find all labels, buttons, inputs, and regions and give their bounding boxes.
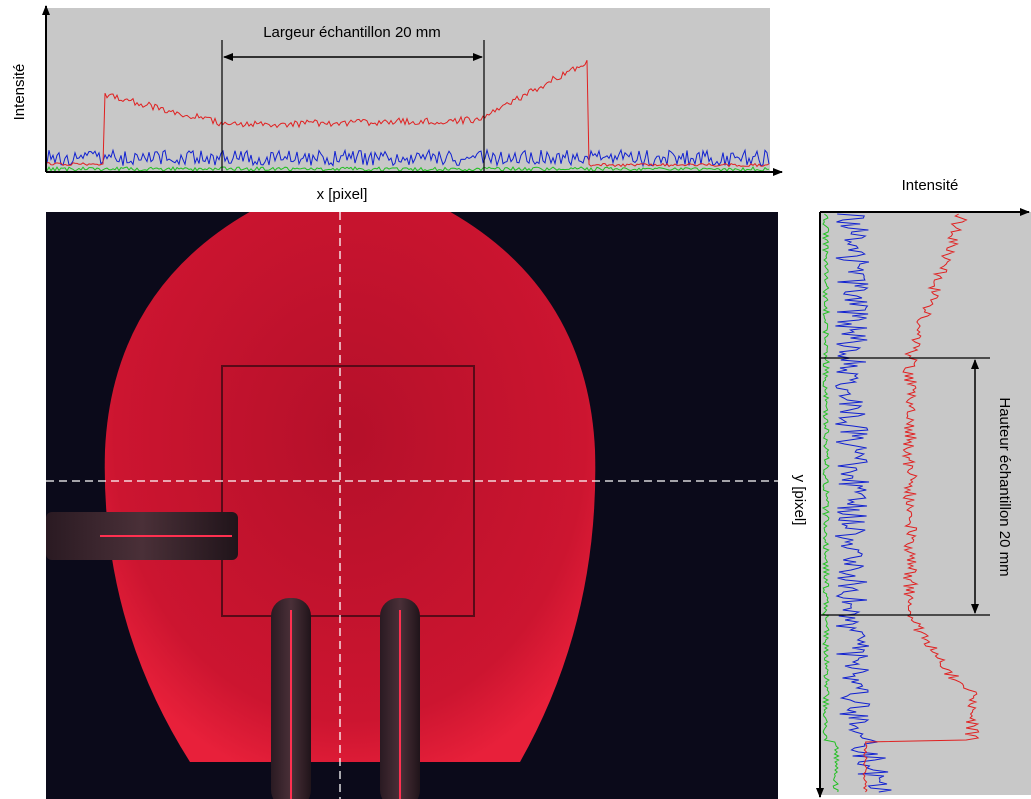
- top-y-label: Intensité: [11, 64, 28, 121]
- photo: [46, 212, 778, 799]
- profile-trace: [46, 59, 770, 168]
- width-annotation: Largeur échantillon 20 mm: [263, 24, 441, 41]
- profile-trace: [862, 213, 980, 793]
- profile-trace: [46, 166, 770, 172]
- top-plot-bg: [46, 8, 770, 172]
- side-y-label: y [pixel]: [791, 475, 808, 526]
- top-x-label: x [pixel]: [317, 186, 368, 203]
- height-annotation: Hauteur échantillon 20 mm: [996, 397, 1013, 576]
- top-traces: [46, 59, 770, 172]
- side-x-label: Intensité: [902, 177, 959, 194]
- profile-trace: [821, 213, 840, 793]
- profile-trace: [834, 213, 892, 793]
- profile-trace: [46, 148, 770, 168]
- side-plot-bg: [820, 212, 1031, 795]
- side-traces: [821, 213, 980, 793]
